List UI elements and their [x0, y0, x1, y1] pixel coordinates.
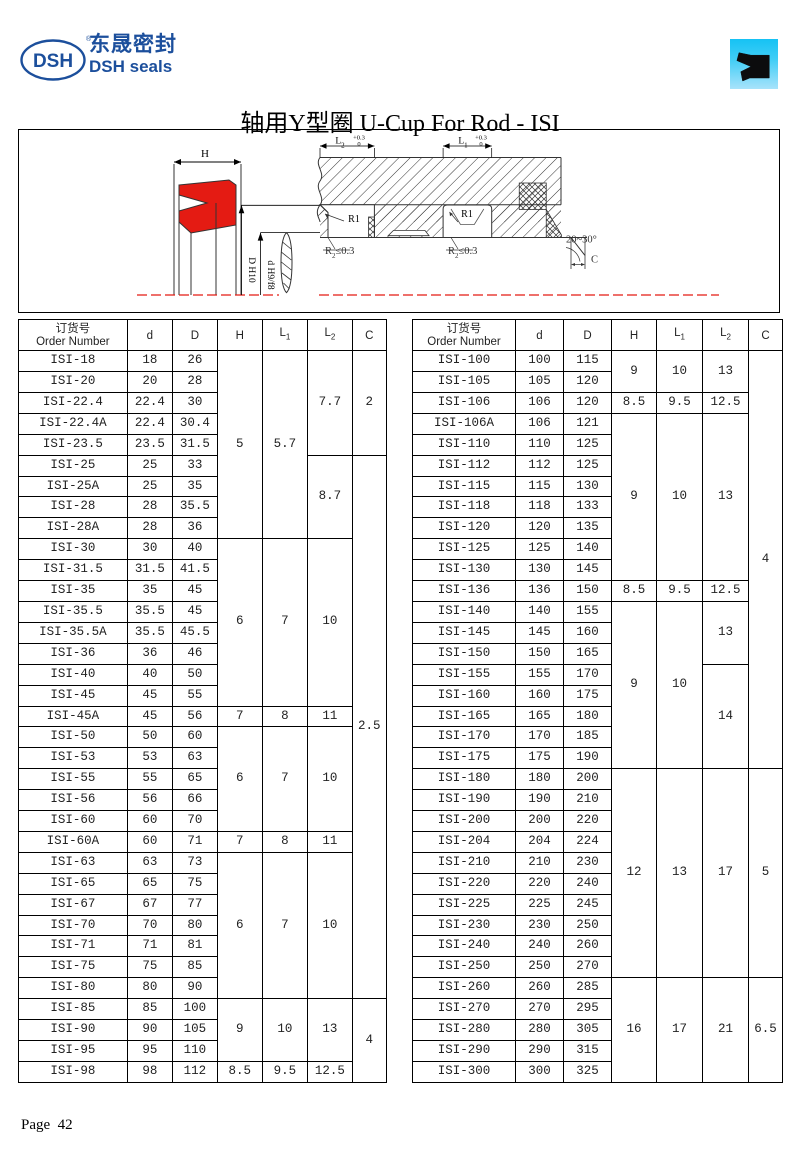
- svg-text:0: 0: [479, 141, 482, 148]
- svg-text:0: 0: [357, 141, 360, 148]
- svg-text:R1: R1: [461, 209, 473, 220]
- svg-text:R1: R1: [348, 214, 360, 225]
- svg-text:R2≤0.3: R2≤0.3: [448, 246, 477, 260]
- svg-text:L2: L2: [335, 137, 345, 150]
- svg-text:C: C: [591, 255, 598, 266]
- svg-text:L1: L1: [458, 137, 468, 150]
- svg-text:d H9/f8: d H9/f8: [265, 260, 276, 290]
- svg-text:20~30°: 20~30°: [566, 235, 597, 246]
- svg-text:DSH: DSH: [33, 51, 73, 72]
- svg-text:R2≤0.3: R2≤0.3: [325, 246, 354, 260]
- svg-text:D H10: D H10: [246, 257, 256, 283]
- svg-text:H: H: [201, 148, 209, 160]
